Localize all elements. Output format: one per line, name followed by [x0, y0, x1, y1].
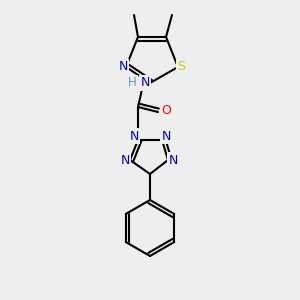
Text: H: H	[128, 76, 136, 89]
Text: O: O	[161, 103, 171, 116]
Text: N: N	[161, 130, 171, 142]
Text: N: N	[120, 154, 130, 166]
Text: N: N	[118, 61, 128, 74]
Text: N: N	[140, 76, 150, 89]
Text: N: N	[129, 130, 139, 142]
Text: S: S	[177, 61, 185, 74]
Text: N: N	[168, 154, 178, 166]
